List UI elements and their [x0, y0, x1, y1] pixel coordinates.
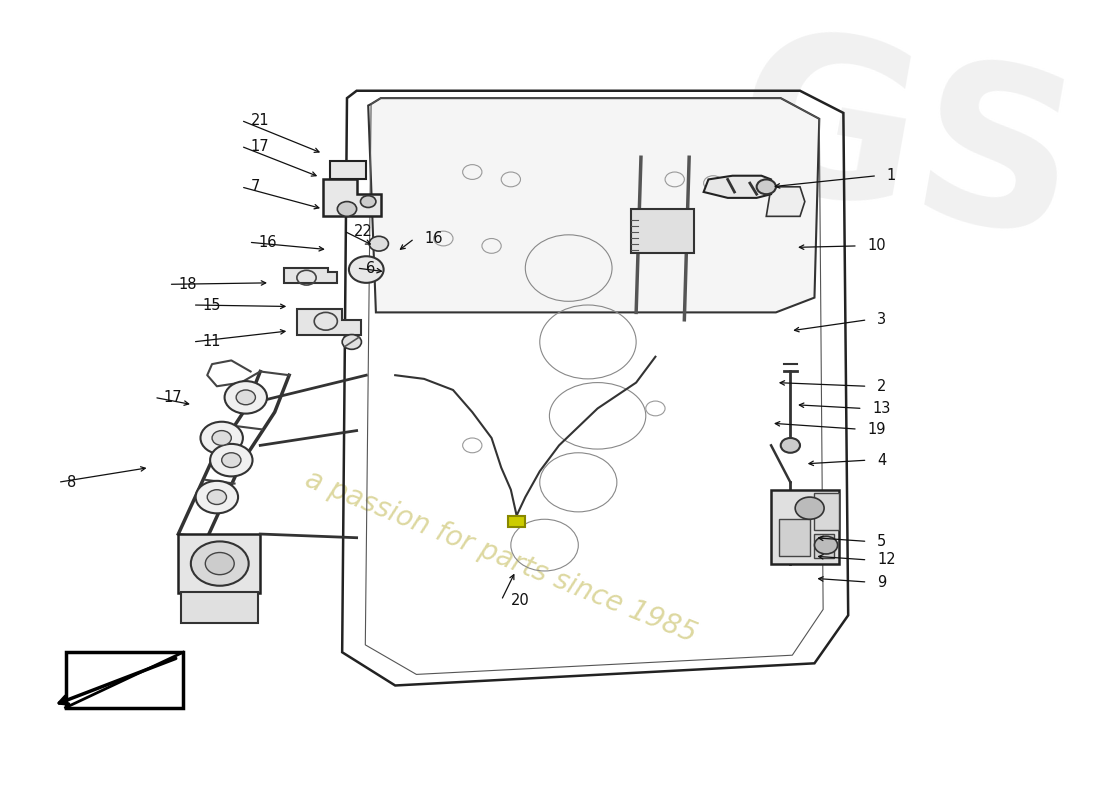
Text: 17: 17: [251, 138, 270, 154]
Text: 6: 6: [366, 261, 375, 275]
Polygon shape: [779, 519, 810, 556]
Text: 1: 1: [887, 168, 896, 183]
Polygon shape: [323, 179, 381, 216]
Text: 16: 16: [258, 234, 277, 250]
Circle shape: [222, 453, 241, 467]
Circle shape: [210, 444, 253, 477]
Circle shape: [814, 536, 837, 554]
Polygon shape: [771, 490, 838, 563]
Circle shape: [781, 438, 800, 453]
Circle shape: [196, 481, 238, 514]
Circle shape: [361, 196, 376, 207]
Text: 19: 19: [868, 422, 886, 437]
Polygon shape: [508, 515, 526, 526]
Polygon shape: [330, 161, 366, 179]
Text: GS: GS: [718, 14, 1093, 285]
Circle shape: [349, 256, 384, 283]
Text: 13: 13: [872, 401, 891, 416]
Text: 18: 18: [178, 277, 197, 292]
Text: 17: 17: [164, 390, 183, 405]
Circle shape: [212, 430, 231, 446]
Circle shape: [795, 497, 824, 519]
Text: 2: 2: [877, 378, 887, 394]
Text: 5: 5: [877, 534, 887, 549]
Text: 11: 11: [202, 334, 221, 350]
Text: 7: 7: [251, 179, 260, 194]
Polygon shape: [284, 268, 338, 283]
Polygon shape: [704, 176, 771, 198]
Polygon shape: [368, 98, 820, 312]
Circle shape: [207, 490, 227, 505]
Text: 16: 16: [425, 231, 442, 246]
Polygon shape: [182, 592, 258, 622]
Text: 8: 8: [67, 475, 77, 490]
Text: 3: 3: [877, 312, 887, 327]
Text: 15: 15: [202, 298, 221, 313]
Text: 4: 4: [877, 453, 887, 468]
Polygon shape: [767, 186, 805, 216]
Polygon shape: [297, 309, 362, 334]
Text: 21: 21: [251, 113, 270, 128]
Circle shape: [342, 334, 362, 350]
Text: 12: 12: [877, 552, 895, 567]
Text: a passion for parts since 1985: a passion for parts since 1985: [301, 465, 701, 648]
Text: 10: 10: [868, 238, 887, 254]
Circle shape: [190, 542, 249, 586]
Text: 20: 20: [510, 593, 529, 608]
Circle shape: [370, 236, 388, 251]
Circle shape: [338, 202, 356, 216]
Polygon shape: [814, 494, 838, 530]
Polygon shape: [178, 534, 261, 593]
Text: 9: 9: [877, 574, 887, 590]
Circle shape: [757, 179, 776, 194]
Circle shape: [236, 390, 255, 405]
Polygon shape: [631, 209, 694, 254]
Polygon shape: [814, 534, 834, 558]
Circle shape: [224, 381, 267, 414]
Text: 22: 22: [354, 224, 373, 238]
Circle shape: [206, 553, 234, 574]
Circle shape: [200, 422, 243, 454]
